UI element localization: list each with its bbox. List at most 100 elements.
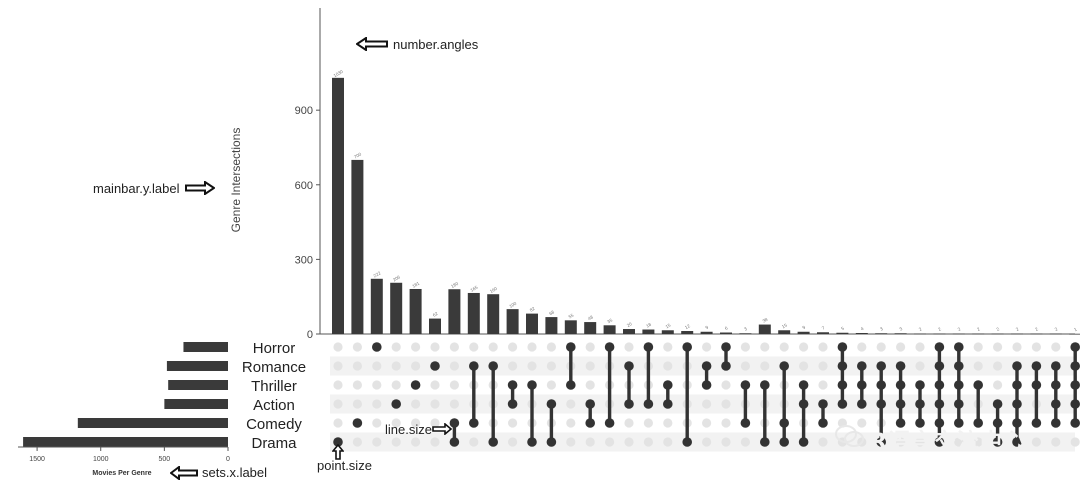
matrix-dot-inactive: [702, 437, 712, 447]
matrix-dot-inactive: [372, 418, 382, 428]
matrix-dot-inactive: [973, 342, 983, 352]
matrix-dot-active: [740, 418, 751, 428]
matrix-dot-active: [760, 437, 770, 447]
mainbar-value-label: 6: [724, 325, 729, 331]
mainbar-bar: [778, 330, 791, 334]
matrix-dot-inactive: [333, 380, 343, 390]
mainbar-value-label: 12: [684, 323, 691, 330]
matrix-dot-active: [779, 437, 789, 447]
matrix-dot-active: [934, 361, 945, 371]
matrix-dot-inactive: [566, 437, 576, 447]
matrix-dot-active: [857, 380, 867, 390]
matrix-dot-inactive: [993, 361, 1003, 371]
matrix-dot-inactive: [663, 418, 673, 428]
matrix-dot-inactive: [372, 380, 382, 390]
matrix-dot-inactive: [915, 437, 925, 447]
matrix-dot-active: [527, 437, 537, 447]
matrix-dot-active: [1070, 399, 1080, 409]
mainbar-bar: [564, 320, 577, 334]
mainbar-value-label: 3: [743, 326, 748, 332]
mainbar-bar: [390, 282, 403, 334]
sets-x-tick-label: 1500: [29, 456, 45, 463]
matrix-dot-active: [430, 361, 440, 371]
matrix-dot-inactive: [488, 342, 498, 352]
matrix-dot-inactive: [333, 399, 343, 409]
matrix-dot-inactive: [973, 437, 983, 447]
mainbar-bar: [797, 331, 810, 334]
matrix-dot-inactive: [391, 342, 401, 352]
matrix-dot-active: [876, 380, 886, 390]
matrix-dot-active: [1031, 361, 1042, 371]
matrix-dot-inactive: [973, 361, 983, 371]
mainbar-bar: [487, 294, 500, 334]
matrix-dot-active: [527, 380, 537, 390]
matrix-dot-active: [1051, 361, 1061, 371]
mainbar-bar: [1049, 333, 1062, 335]
mainbar-value-label: 1: [1073, 326, 1078, 332]
mainbar-value-label: 2: [1054, 326, 1059, 332]
mainbar-y-axis-title: Genre Intersections: [229, 128, 243, 233]
matrix-dot-inactive: [391, 361, 401, 371]
matrix-dot-inactive: [624, 418, 634, 428]
matrix-dot-inactive: [740, 342, 751, 352]
matrix-dot-inactive: [507, 418, 518, 428]
mainbar-value-label: 35: [606, 317, 613, 324]
matrix-dot-inactive: [663, 361, 673, 371]
matrix-dot-inactive: [702, 342, 712, 352]
mainbar-bar: [545, 317, 558, 334]
matrix-dot-active: [992, 437, 1003, 447]
mainbar-bar: [642, 329, 655, 334]
matrix-dot-active: [585, 418, 595, 428]
matrix-dot-active: [934, 437, 945, 447]
matrix-dot-active: [624, 361, 634, 371]
mainbar-value-label: 9: [802, 324, 807, 330]
mainbar-value-label: 100: [508, 301, 517, 309]
matrix-dot-active: [973, 380, 983, 390]
watermark-text: R语言交流中心: [870, 430, 1026, 455]
matrix-dot-active: [1070, 380, 1080, 390]
mainbar-bar: [351, 159, 364, 334]
matrix-dot-inactive: [857, 418, 867, 428]
mainbar-bar: [875, 333, 888, 335]
matrix-dot-active: [895, 399, 906, 409]
mainbar-value-label: 2: [918, 326, 923, 332]
matrix-dot-inactive: [896, 437, 906, 447]
matrix-dot-inactive: [430, 342, 440, 352]
mainbar-bar: [933, 333, 946, 335]
set-size-bar: [77, 418, 229, 428]
mainbar-value-label: 1030: [333, 69, 345, 79]
matrix-dot-inactive: [352, 437, 362, 447]
matrix-dot-active: [410, 380, 421, 390]
matrix-dot-inactive: [663, 437, 673, 447]
annotation-number-angles: number.angles: [393, 37, 479, 52]
matrix-dot-active: [682, 342, 692, 352]
matrix-dot-inactive: [430, 380, 440, 390]
matrix-dot-active: [604, 342, 615, 352]
matrix-dot-inactive: [352, 342, 362, 352]
matrix-dot-inactive: [818, 342, 828, 352]
set-size-bar: [164, 399, 228, 409]
mainbar-bar: [991, 333, 1004, 335]
matrix-dot-inactive: [546, 380, 557, 390]
matrix-dot-inactive: [799, 342, 809, 352]
matrix-dot-inactive: [372, 361, 382, 371]
matrix-dot-active: [546, 399, 557, 409]
matrix-dot-active: [701, 380, 712, 390]
matrix-dot-inactive: [702, 399, 712, 409]
matrix-dot-inactive: [702, 418, 712, 428]
mainbar-value-label: 38: [762, 317, 769, 324]
matrix-dot-active: [663, 399, 673, 409]
annotation-line-size: line.size: [385, 422, 432, 437]
up-arrow-icon: [332, 444, 344, 460]
annotation-mainbar-y-label: mainbar.y.label: [93, 181, 180, 196]
matrix-dot-inactive: [993, 380, 1003, 390]
matrix-dot-inactive: [333, 361, 343, 371]
matrix-dot-inactive: [857, 342, 867, 352]
matrix-dot-inactive: [585, 342, 595, 352]
matrix-dot-inactive: [449, 342, 459, 352]
mainbar-bar: [506, 309, 519, 334]
matrix-dot-active: [1051, 418, 1061, 428]
mainbar-bar: [409, 288, 422, 334]
matrix-dot-inactive: [915, 342, 925, 352]
set-name-label: Horror: [253, 340, 296, 357]
